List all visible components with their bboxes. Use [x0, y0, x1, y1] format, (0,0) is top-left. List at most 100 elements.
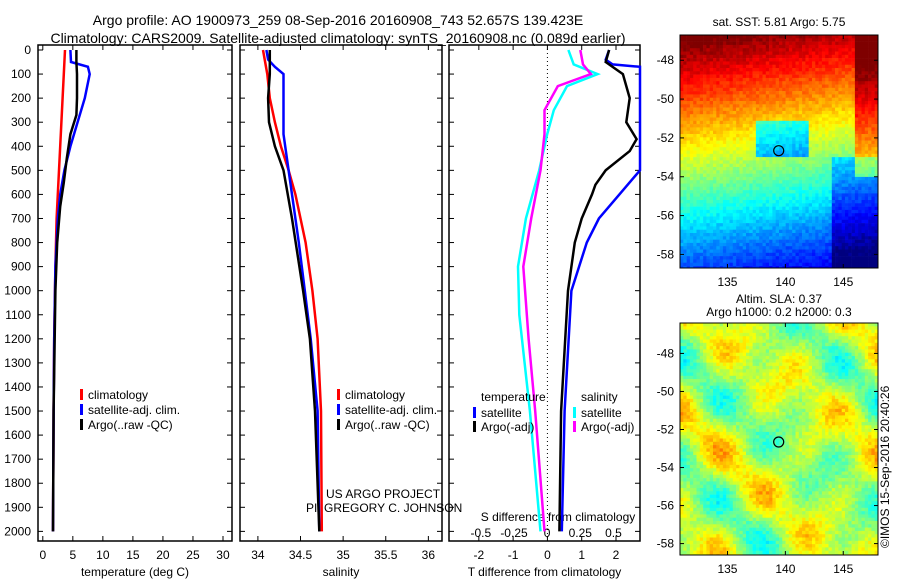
heatmap-cell — [746, 243, 750, 247]
heatmap-cell — [871, 246, 875, 250]
heatmap-cell — [687, 382, 691, 386]
heatmap-cell — [779, 243, 783, 247]
heatmap-cell — [862, 154, 866, 158]
heatmap-cell — [697, 406, 701, 410]
heatmap-cell — [855, 170, 859, 174]
heatmap-cell — [726, 58, 730, 62]
heatmap-cell — [868, 101, 872, 105]
heatmap-cell — [871, 111, 875, 115]
heatmap-cell — [832, 256, 836, 260]
heatmap-cell — [700, 346, 704, 350]
heatmap-cell — [749, 177, 753, 181]
heatmap-cell — [829, 38, 833, 42]
heatmap-cell — [779, 164, 783, 168]
heatmap-cell — [723, 71, 727, 75]
heatmap-cell — [753, 263, 757, 267]
heatmap-cell — [862, 190, 866, 194]
heatmap-cell — [736, 81, 740, 85]
heatmap-cell — [749, 71, 753, 75]
heatmap-cell — [858, 94, 862, 98]
heatmap-cell — [683, 220, 687, 224]
heatmap-cell — [763, 203, 767, 207]
heatmap-cell — [716, 197, 720, 201]
heatmap-cell — [749, 35, 753, 39]
heatmap-cell — [772, 223, 776, 227]
heatmap-cell — [710, 170, 714, 174]
heatmap-cell — [746, 210, 750, 214]
heatmap-cell — [815, 127, 819, 131]
heatmap-cell — [703, 223, 707, 227]
heatmap-cell — [759, 71, 763, 75]
heatmap-cell — [739, 236, 743, 240]
heatmap-cell — [825, 65, 829, 69]
heatmap-cell — [733, 81, 737, 85]
heatmap-cell — [868, 184, 872, 188]
heatmap-cell — [796, 220, 800, 224]
heatmap-cell — [730, 144, 734, 148]
heatmap-cell — [766, 167, 770, 171]
heatmap-cell — [855, 240, 859, 244]
heatmap-cell — [710, 164, 714, 168]
heatmap-cell — [693, 419, 697, 423]
heatmap-cell — [683, 472, 687, 476]
heatmap-cell — [716, 167, 720, 171]
heatmap-cell — [848, 141, 852, 145]
heatmap-cell — [796, 180, 800, 184]
heatmap-cell — [848, 246, 852, 250]
heatmap-cell — [842, 220, 846, 224]
heatmap-cell — [809, 170, 813, 174]
heatmap-cell — [805, 213, 809, 217]
heatmap-cell — [700, 226, 704, 230]
heatmap-cell — [713, 177, 717, 181]
heatmap-cell — [703, 246, 707, 250]
heatmap-cell — [799, 246, 803, 250]
heatmap-cell — [848, 226, 852, 230]
heatmap-cell — [687, 200, 691, 204]
heatmap-cell — [862, 35, 866, 39]
heatmap-cell — [855, 137, 859, 141]
heatmap-cell — [769, 187, 773, 191]
heatmap-cell — [753, 243, 757, 247]
heatmap-cell — [815, 114, 819, 118]
heatmap-cell — [697, 356, 701, 360]
heatmap-cell — [723, 170, 727, 174]
heatmap-cell — [720, 98, 724, 102]
heatmap-cell — [871, 131, 875, 135]
heatmap-cell — [848, 250, 852, 254]
heatmap-cell — [789, 127, 793, 131]
heatmap-cell — [687, 236, 691, 240]
heatmap-cell — [766, 177, 770, 181]
heatmap-cell — [720, 177, 724, 181]
heatmap-cell — [838, 48, 842, 52]
heatmap-cell — [835, 250, 839, 254]
heatmap-cell — [726, 203, 730, 207]
heatmap-cell — [786, 111, 790, 115]
heatmap-cell — [690, 157, 694, 161]
heatmap-cell — [720, 55, 724, 59]
heatmap-cell — [723, 190, 727, 194]
heatmap-cell — [716, 236, 720, 240]
heatmap-cell — [796, 137, 800, 141]
heatmap-cell — [782, 217, 786, 221]
heatmap-cell — [772, 78, 776, 82]
heatmap-cell — [802, 263, 806, 267]
heatmap-cell — [703, 226, 707, 230]
heatmap-cell — [723, 184, 727, 188]
heatmap-cell — [683, 154, 687, 158]
heatmap-cell — [865, 151, 869, 155]
heatmap-cell — [743, 154, 747, 158]
heatmap-cell — [683, 157, 687, 161]
heatmap-cell — [723, 85, 727, 89]
heatmap-cell — [809, 184, 813, 188]
heatmap-cell — [815, 180, 819, 184]
heatmap-cell — [749, 240, 753, 244]
heatmap-cell — [726, 184, 730, 188]
heatmap-cell — [862, 81, 866, 85]
heatmap-cell — [690, 78, 694, 82]
heatmap-cell — [871, 160, 875, 164]
heatmap-cell — [687, 501, 691, 505]
heatmap-cell — [835, 38, 839, 42]
heatmap-cell — [802, 78, 806, 82]
heatmap-cell — [756, 217, 760, 221]
heatmap-cell — [789, 121, 793, 125]
